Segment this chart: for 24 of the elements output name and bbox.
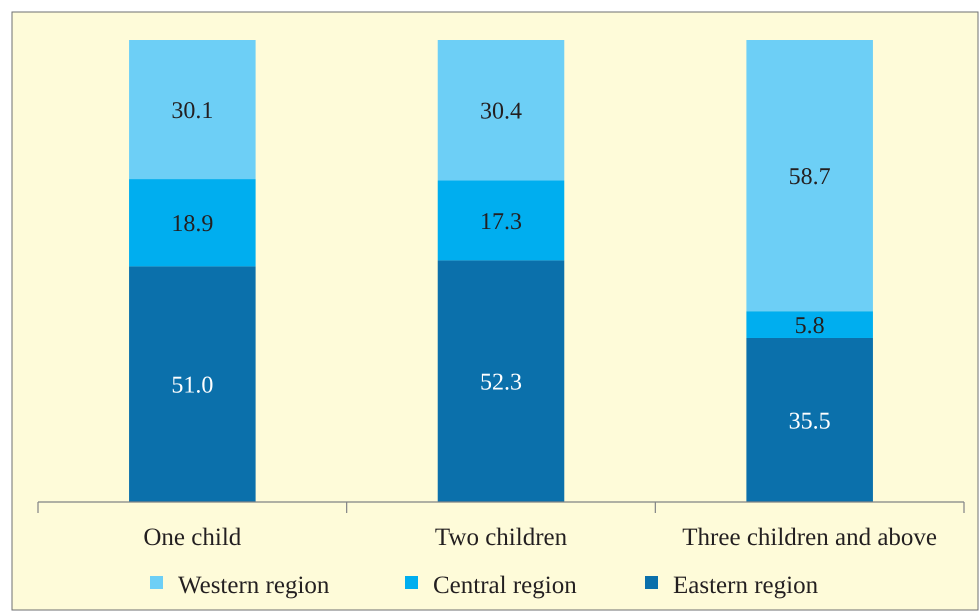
bar — [746, 338, 873, 502]
bar — [129, 40, 256, 180]
x-tick-label: Three children and above — [682, 524, 938, 551]
bar — [438, 40, 564, 180]
data-label: 30.1 — [171, 98, 214, 124]
bar — [129, 179, 256, 266]
legend-label: Central region — [433, 572, 578, 599]
legend-label: Western region — [178, 572, 330, 599]
data-label: 51.0 — [171, 372, 214, 399]
data-label: 58.7 — [788, 164, 831, 190]
data-label: 5.8 — [794, 312, 825, 339]
legend-label: Eastern region — [673, 572, 819, 599]
data-label: 35.5 — [788, 408, 831, 434]
bar — [129, 266, 256, 502]
x-tick-label: Two children — [434, 524, 568, 551]
data-label: 52.3 — [480, 370, 522, 396]
x-tick-label: One child — [143, 524, 242, 551]
bar — [438, 260, 564, 502]
data-label: 17.3 — [480, 208, 522, 235]
bar — [438, 180, 564, 260]
bar — [746, 311, 873, 338]
data-label: 18.9 — [171, 211, 214, 238]
bar — [746, 40, 873, 312]
data-label: 30.4 — [480, 98, 522, 125]
